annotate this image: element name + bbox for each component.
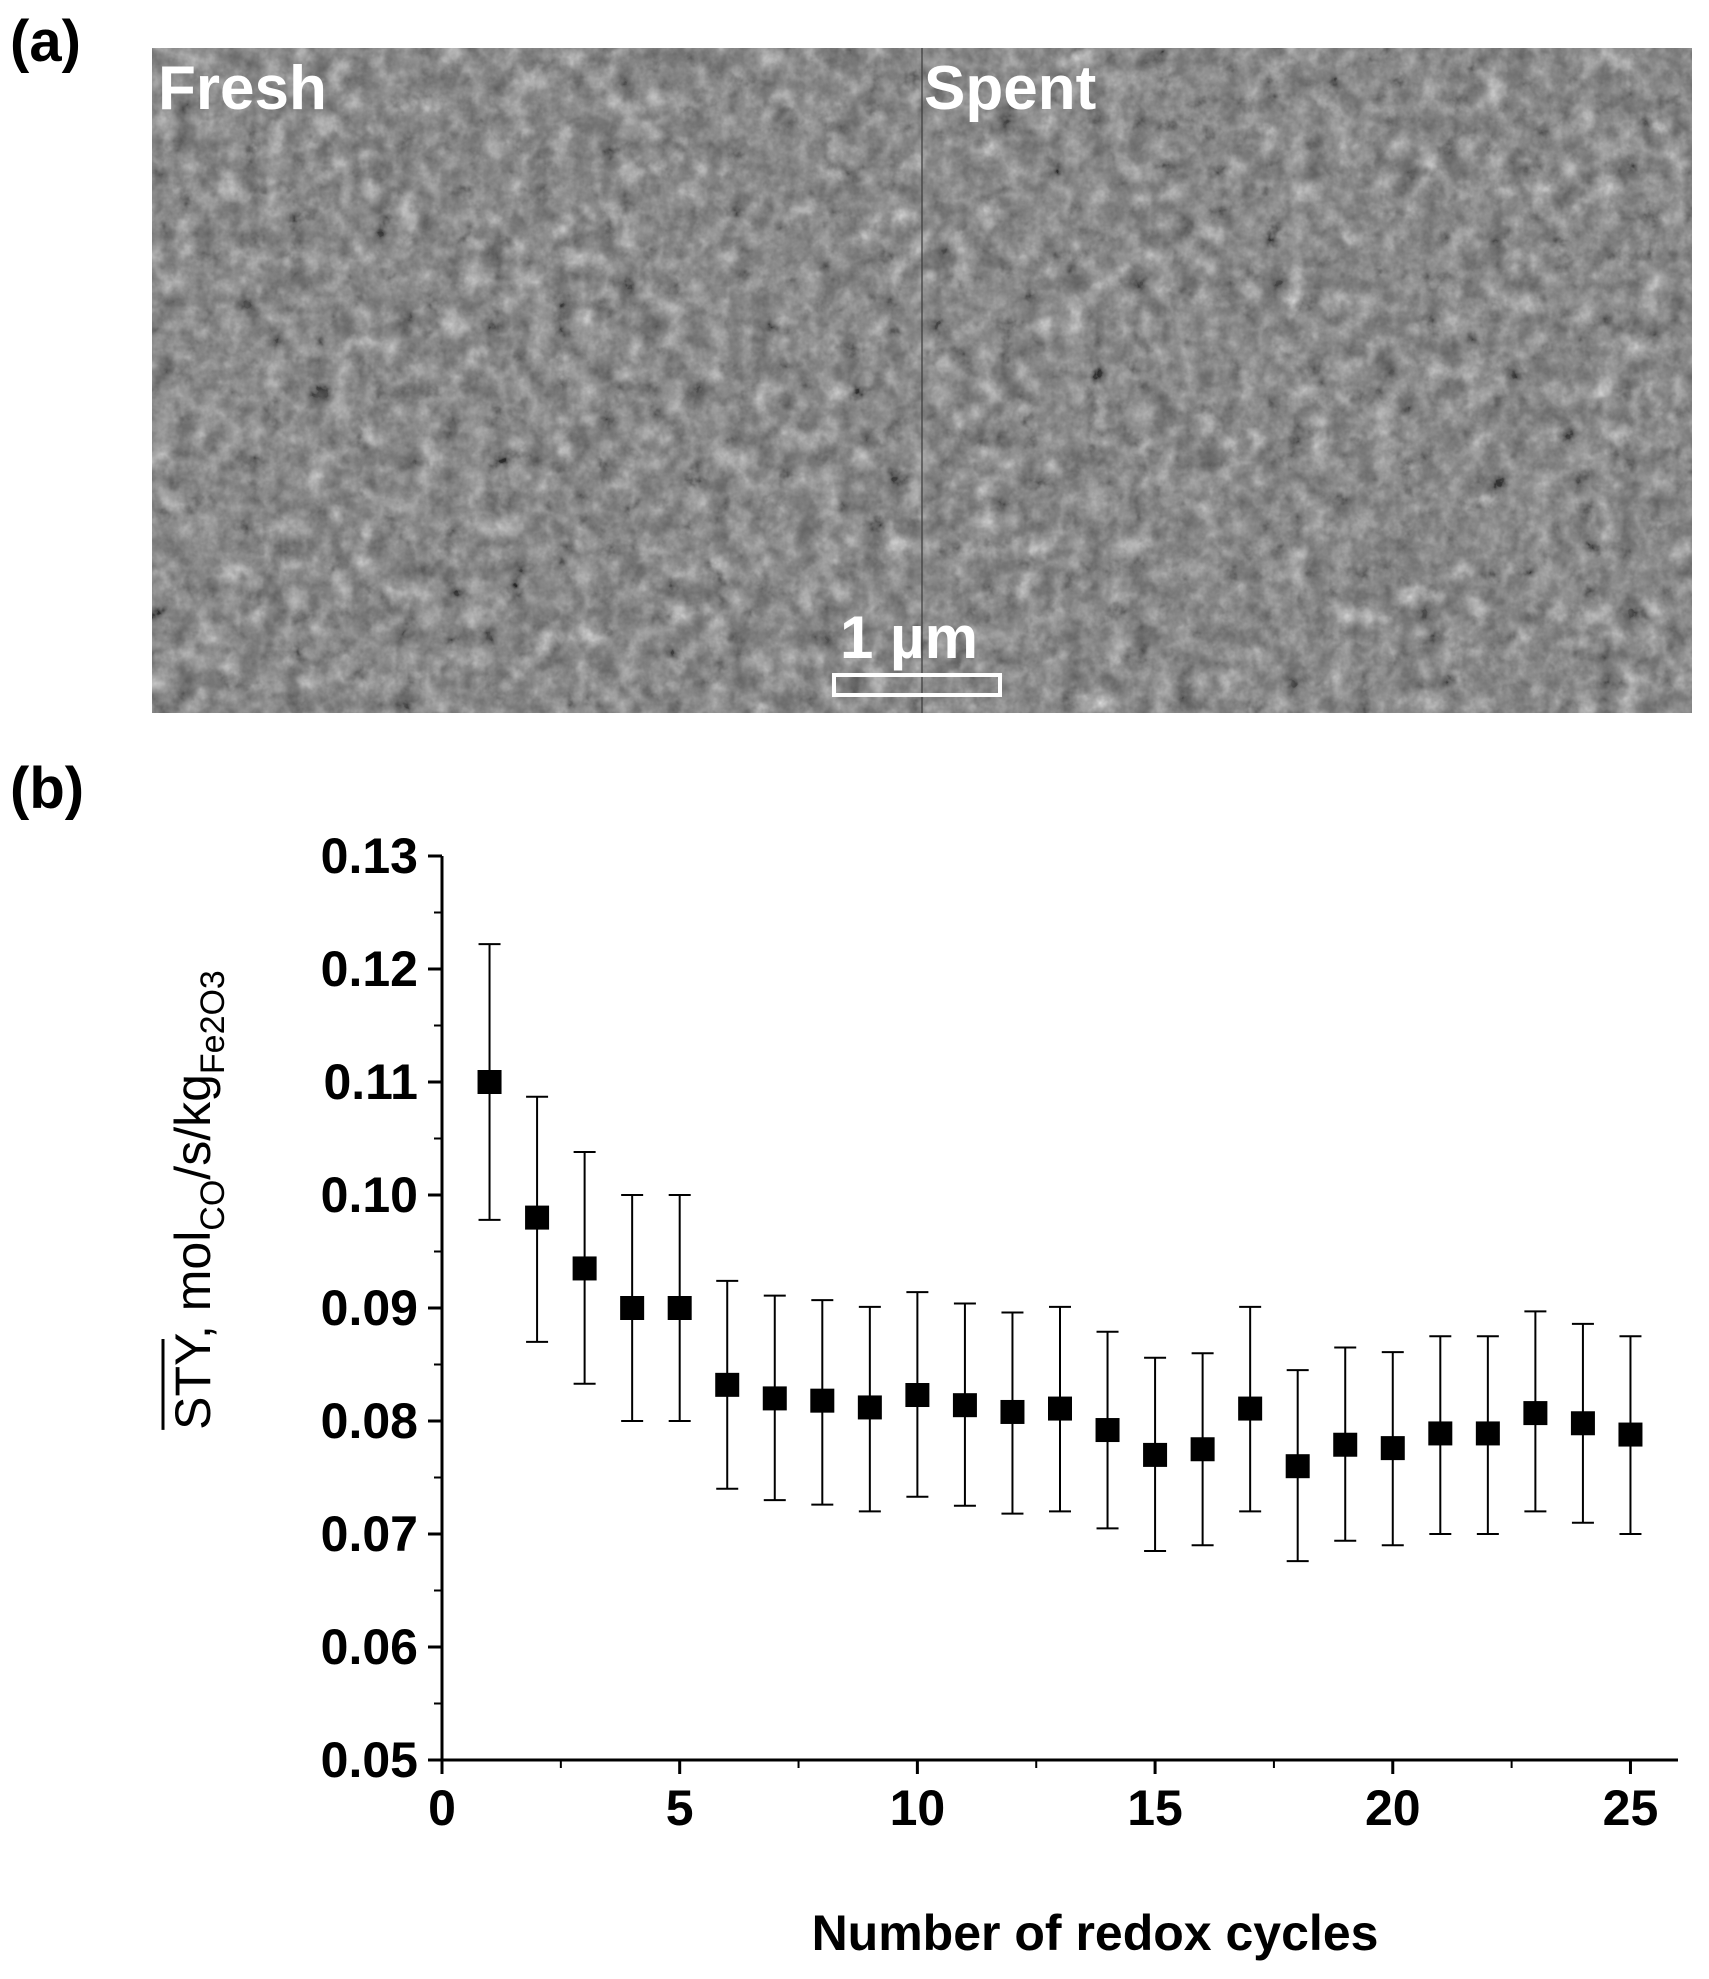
data-point xyxy=(1475,1421,1500,1446)
data-point xyxy=(1523,1401,1548,1426)
data-markers xyxy=(477,1070,1643,1479)
x-tick-label: 20 xyxy=(1365,1780,1421,1836)
data-point xyxy=(525,1205,550,1230)
y-tick-label: 0.10 xyxy=(321,1167,418,1223)
data-point xyxy=(857,1395,882,1420)
data-point xyxy=(1380,1436,1405,1461)
x-tick-label: 25 xyxy=(1603,1780,1659,1836)
x-tick-label: 0 xyxy=(428,1780,456,1836)
spent-label: Spent xyxy=(924,54,1097,123)
y-axis-label: STY, molCO/s/kgFe2O3 xyxy=(165,970,232,1430)
data-point xyxy=(1143,1442,1168,1467)
y-axis-label-sub-co: CO xyxy=(194,1180,232,1231)
data-point xyxy=(1285,1454,1310,1479)
data-point xyxy=(810,1388,835,1413)
y-tick-label: 0.09 xyxy=(321,1280,418,1336)
data-point xyxy=(1048,1396,1072,1421)
scale-bar xyxy=(832,673,1002,697)
x-tick-label: 15 xyxy=(1127,1780,1183,1836)
data-point xyxy=(715,1372,740,1397)
data-point xyxy=(1190,1437,1215,1462)
data-point xyxy=(1095,1418,1120,1443)
sty-chart: 0.05 0.06 0.07 0.08 0.09 0.10 0.11 0.12 0.13 0 5 10… xyxy=(161,828,1678,1961)
data-point xyxy=(620,1296,645,1320)
data-point xyxy=(667,1296,692,1320)
data-point xyxy=(1333,1432,1358,1457)
y-axis-label-mid: /s/kg xyxy=(165,1074,221,1180)
data-point xyxy=(1000,1399,1025,1424)
sem-micrograph: Fresh Spent 1 µm xyxy=(152,48,1692,713)
y-tick-label: 0.08 xyxy=(321,1393,418,1449)
data-point xyxy=(762,1386,787,1411)
data-point xyxy=(905,1383,930,1408)
error-bars xyxy=(478,943,1642,1563)
sem-texture xyxy=(152,48,1692,713)
y-tick-label: 0.11 xyxy=(323,1054,418,1110)
fresh-label: Fresh xyxy=(158,54,327,123)
data-point xyxy=(952,1393,977,1418)
x-tick-label: 10 xyxy=(890,1780,946,1836)
scale-bar-label: 1 µm xyxy=(840,604,978,671)
data-point xyxy=(572,1256,597,1281)
y-tick-label: 0.12 xyxy=(321,941,418,997)
data-point xyxy=(1428,1421,1453,1446)
chart-ticks: 0.05 0.06 0.07 0.08 0.09 0.10 0.11 0.12 0.13 0 5 10… xyxy=(321,828,1659,1836)
data-point xyxy=(1570,1411,1595,1436)
data-point xyxy=(1238,1396,1263,1421)
y-tick-label: 0.13 xyxy=(321,828,418,884)
panel-b-label: (b) xyxy=(10,756,85,821)
y-axis-label-group: STY, molCO/s/kgFe2O3 xyxy=(161,970,232,1430)
data-point xyxy=(477,1070,502,1094)
data-point xyxy=(1618,1422,1643,1447)
y-axis-label-sub-fe2o3: Fe2O3 xyxy=(194,970,232,1074)
y-tick-label: 0.07 xyxy=(321,1506,418,1562)
y-tick-label: 0.06 xyxy=(321,1619,418,1675)
x-tick-label: 5 xyxy=(666,1780,694,1836)
y-axis-label-main: STY, mol xyxy=(165,1231,221,1430)
panel-a-label: (a) xyxy=(10,9,81,74)
x-axis-label: Number of redox cycles xyxy=(812,1905,1379,1961)
y-tick-label: 0.05 xyxy=(321,1732,418,1788)
